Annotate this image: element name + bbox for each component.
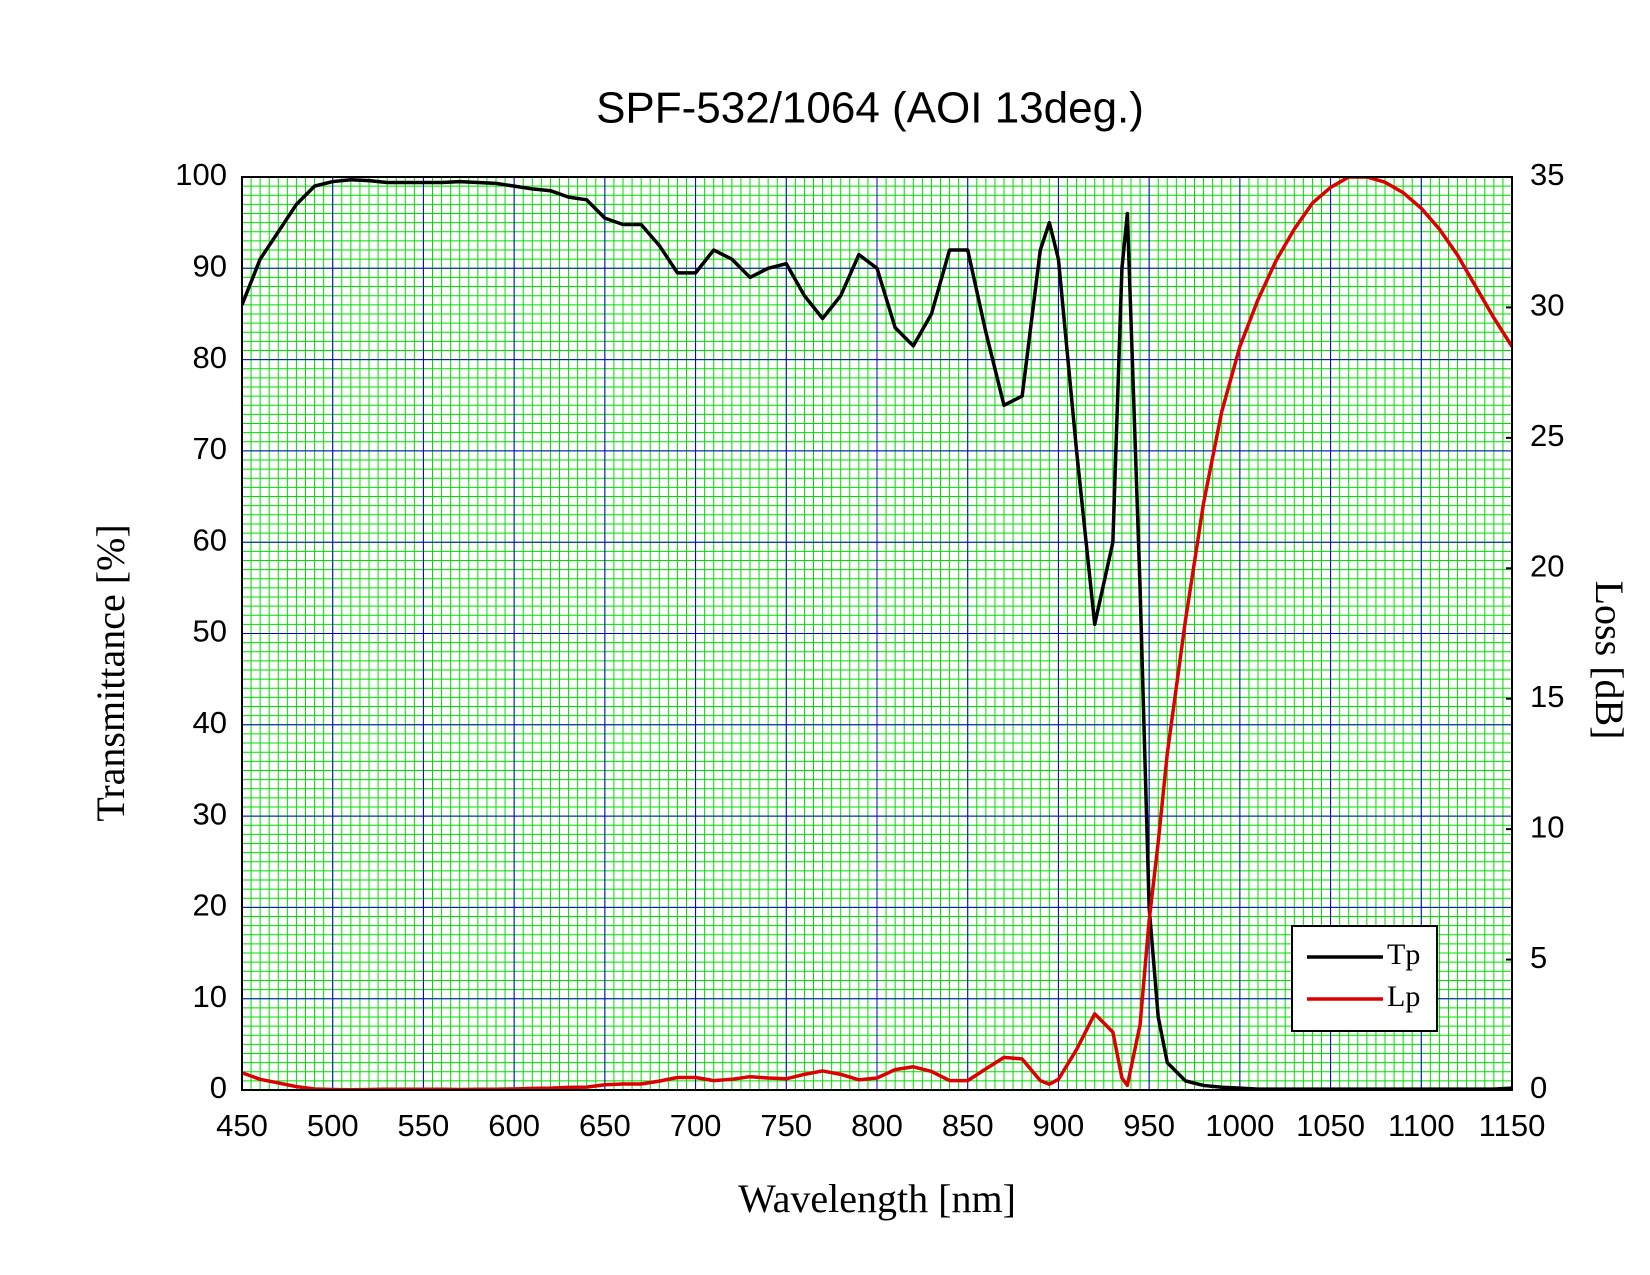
x-axis-label: Wavelength [nm] <box>738 1176 1016 1221</box>
ticks: 450 500 550 600 650 700 750 800 850 900 950 1000 105… <box>175 157 1564 1143</box>
y-tick-label: 0 <box>210 1070 227 1105</box>
y2-tick-label: 0 <box>1530 1070 1547 1105</box>
y2-tick-label: 10 <box>1530 809 1564 844</box>
x-tick-label: 900 <box>1033 1108 1085 1143</box>
y-axis-label: Transmittance [%] <box>88 524 133 821</box>
chart-title: SPF-532/1064 (AOI 13deg.) <box>596 84 1144 133</box>
x-tick-label: 1050 <box>1296 1108 1365 1143</box>
x-tick-label: 550 <box>398 1108 450 1143</box>
x-tick-label: 600 <box>488 1108 540 1143</box>
x-tick-label: 700 <box>670 1108 722 1143</box>
legend-box <box>1291 925 1438 1032</box>
y2-tick-label: 30 <box>1530 288 1564 323</box>
y-tick-label: 90 <box>193 248 227 283</box>
y2-tick-label: 25 <box>1530 418 1564 453</box>
y2-tick-label: 20 <box>1530 548 1564 583</box>
y-tick-label: 100 <box>175 157 227 192</box>
x-tick-label: 1150 <box>1479 1108 1546 1143</box>
y-tick-label: 20 <box>193 888 227 923</box>
y-tick-label: 60 <box>193 522 227 557</box>
y2-axis-label: Loss [dB] <box>1587 581 1632 740</box>
y2-tick-label: 35 <box>1530 157 1564 192</box>
x-tick-label: 1000 <box>1205 1108 1274 1143</box>
y-tick-label: 70 <box>193 431 227 466</box>
legend-label: Lp <box>1387 980 1420 1013</box>
legend-label: Tp <box>1387 938 1420 971</box>
x-tick-label: 750 <box>760 1108 812 1143</box>
x-tick-label: 1100 <box>1388 1108 1455 1143</box>
x-tick-label: 450 <box>216 1108 268 1143</box>
y2-tick-label: 15 <box>1530 679 1564 714</box>
y-tick-label: 40 <box>193 705 227 740</box>
x-tick-label: 650 <box>579 1108 631 1143</box>
y-tick-label: 80 <box>193 340 227 375</box>
y-tick-label: 50 <box>193 614 227 649</box>
y-tick-label: 30 <box>193 796 227 831</box>
x-tick-label: 800 <box>851 1108 903 1143</box>
grid <box>241 176 1513 1091</box>
x-tick-label: 950 <box>1123 1108 1175 1143</box>
x-tick-label: 500 <box>307 1108 359 1143</box>
plot-frame <box>241 176 1513 1091</box>
y-tick-label: 10 <box>193 979 227 1014</box>
x-tick-label: 850 <box>942 1108 994 1143</box>
y2-tick-label: 5 <box>1530 940 1547 975</box>
legend: Tp Lp <box>1291 925 1438 1032</box>
